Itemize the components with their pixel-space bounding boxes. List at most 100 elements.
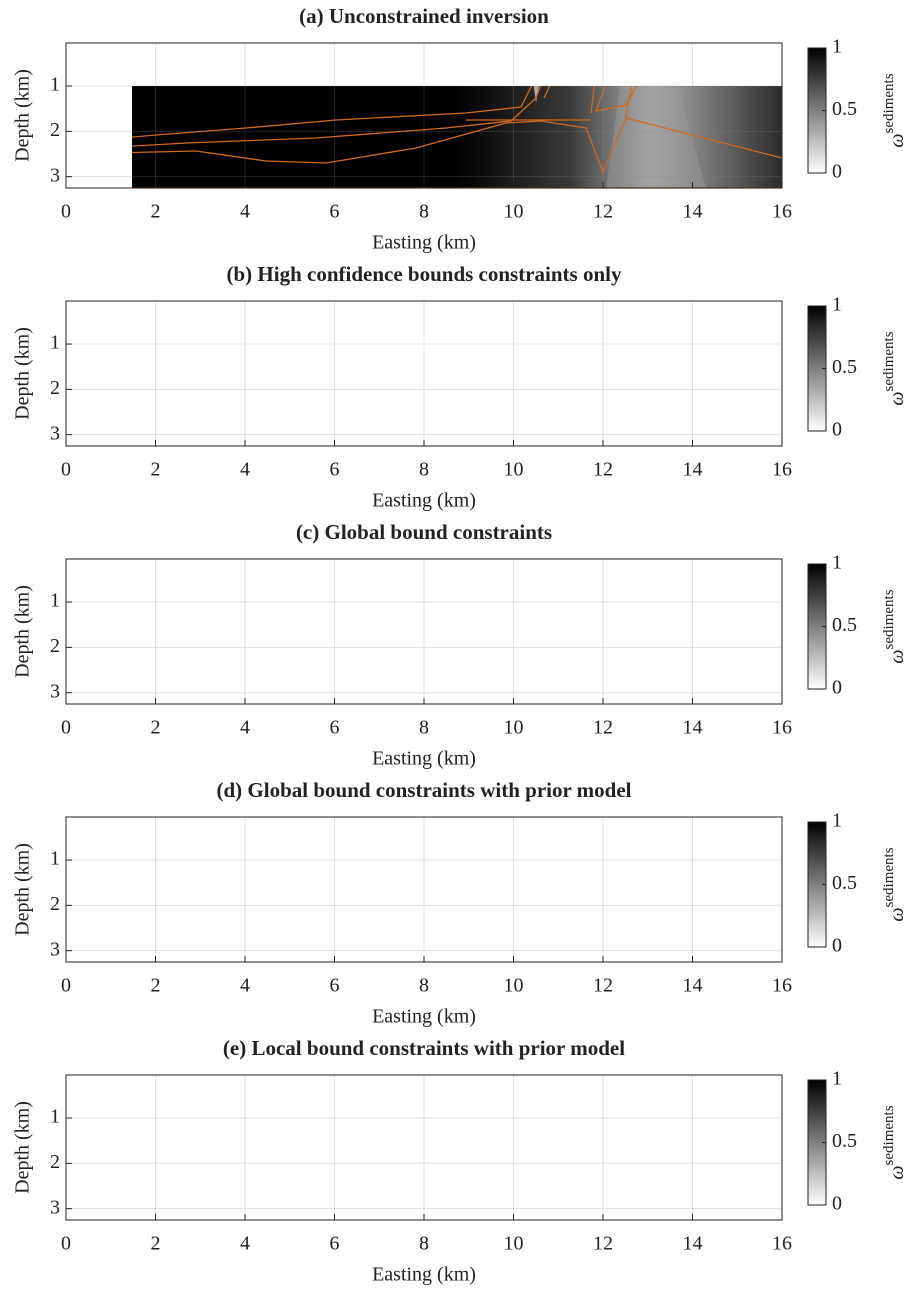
y-axis-label: Depth (km) [12, 585, 34, 678]
geology-boundary [544, 817, 566, 872]
x-tick-label: 10 [504, 459, 524, 481]
colorbar-superscript: sediments [881, 73, 897, 133]
x-tick-label: 10 [504, 975, 524, 997]
heatmap-region [606, 86, 706, 188]
colorbar-superscript: sediments [881, 331, 897, 391]
colorbar-tick-label: 0 [832, 419, 842, 441]
x-axis-label: Easting (km) [372, 490, 476, 512]
geology-boundary [132, 86, 533, 138]
x-tick-label: 0 [61, 1233, 71, 1255]
heatmap-region [626, 301, 782, 446]
x-tick-label: 12 [593, 1233, 613, 1255]
geology-boundary [590, 86, 596, 114]
colorbar-label: ωsediments [881, 331, 907, 405]
heatmap-region [541, 559, 641, 694]
colorbar-tick-label: 0.5 [832, 614, 857, 636]
heatmap-region [216, 897, 536, 962]
x-tick-label: 14 [683, 975, 703, 997]
x-tick-label: 2 [151, 459, 161, 481]
colorbar-tick-label: 0.5 [832, 1130, 857, 1152]
x-axis-label: Easting (km) [372, 748, 476, 770]
geology-boundary [544, 301, 566, 356]
heatmap-region [651, 559, 782, 594]
y-tick-label: 3 [50, 680, 60, 702]
x-tick-label: 12 [593, 975, 613, 997]
y-tick-label: 1 [50, 590, 60, 612]
y-tick-label: 3 [50, 1196, 60, 1218]
x-tick-label: 8 [419, 1233, 429, 1255]
colorbar-symbol: ω [886, 391, 908, 405]
y-axis-label: Depth (km) [12, 1101, 34, 1194]
h-annotation: H = 0.47 [76, 313, 147, 335]
heatmap-region [591, 43, 606, 83]
x-tick-label: 8 [419, 717, 429, 739]
geology-boundary [594, 86, 638, 112]
h-annotation: H = 0.29 [76, 55, 147, 77]
geology-boundary [596, 1075, 651, 1143]
y-tick-label: 2 [50, 119, 60, 141]
x-tick-label: 12 [593, 717, 613, 739]
panel-title: (a) Unconstrained inversion [299, 4, 549, 28]
y-tick-label: 3 [50, 164, 60, 186]
geology-boundary [544, 559, 566, 614]
colorbar-symbol: ω [886, 907, 908, 921]
y-axis-label: Depth (km) [12, 327, 34, 420]
y-axis-label: Depth (km) [12, 843, 34, 936]
colorbar-tick-label: 0 [832, 161, 842, 183]
colorbar-tick-label: 0 [832, 677, 842, 699]
x-tick-label: 16 [772, 1233, 792, 1255]
colorbar-tick-label: 1 [832, 1068, 842, 1090]
y-tick-label: 3 [50, 938, 60, 960]
colorbar-label: ωsediments [881, 589, 907, 663]
colorbar-symbol: ω [886, 133, 908, 147]
panel: (e) Local bound constraints with prior m… [12, 1036, 908, 1286]
panel-title: (e) Local bound constraints with prior m… [223, 1036, 625, 1060]
heatmap-region [538, 1075, 641, 1140]
x-tick-label: 10 [504, 1233, 524, 1255]
colorbar-symbol: ω [886, 649, 908, 663]
geology-boundary [596, 559, 651, 627]
x-tick-label: 2 [151, 1233, 161, 1255]
panel-title: (c) Global bound constraints [296, 520, 552, 544]
geology-boundary [543, 86, 551, 99]
colorbar-tick-label: 1 [832, 36, 842, 58]
x-tick-label: 10 [504, 201, 524, 223]
h-annotation: H = 0.09 [76, 1087, 147, 1109]
colorbar-tick-label: 0 [832, 935, 842, 957]
y-tick-label: 2 [50, 635, 60, 657]
x-tick-label: 0 [61, 459, 71, 481]
colorbar-tick-label: 1 [832, 810, 842, 832]
y-tick-label: 1 [50, 1106, 60, 1128]
geology-boundary [591, 559, 601, 629]
y-tick-label: 1 [50, 848, 60, 870]
geology-boundary [132, 86, 542, 147]
x-tick-label: 2 [151, 975, 161, 997]
x-tick-label: 4 [240, 975, 250, 997]
x-tick-label: 8 [419, 201, 429, 223]
geology-boundary [626, 301, 641, 376]
y-tick-label: 2 [50, 1151, 60, 1173]
geology-boundary [591, 1075, 601, 1145]
x-tick-label: 0 [61, 717, 71, 739]
heatmap-region [531, 817, 606, 857]
x-tick-label: 14 [683, 201, 703, 223]
x-tick-label: 4 [240, 717, 250, 739]
x-tick-label: 14 [683, 717, 703, 739]
y-tick-label: 2 [50, 377, 60, 399]
colorbar-label: ωsediments [881, 847, 907, 921]
colorbar-superscript: sediments [881, 589, 897, 649]
panel-title: (d) Global bound constraints with prior … [216, 778, 631, 802]
colorbar-tick-label: 0.5 [832, 356, 857, 378]
colorbar-symbol: ω [886, 1165, 908, 1179]
geology-boundary [626, 559, 641, 634]
heatmap-region [526, 817, 638, 885]
x-tick-label: 10 [504, 717, 524, 739]
x-tick-label: 16 [772, 201, 792, 223]
x-tick-label: 6 [330, 201, 340, 223]
geology-boundary [596, 817, 651, 885]
panel: (d) Global bound constraints with prior … [12, 778, 908, 1028]
x-tick-label: 0 [61, 975, 71, 997]
